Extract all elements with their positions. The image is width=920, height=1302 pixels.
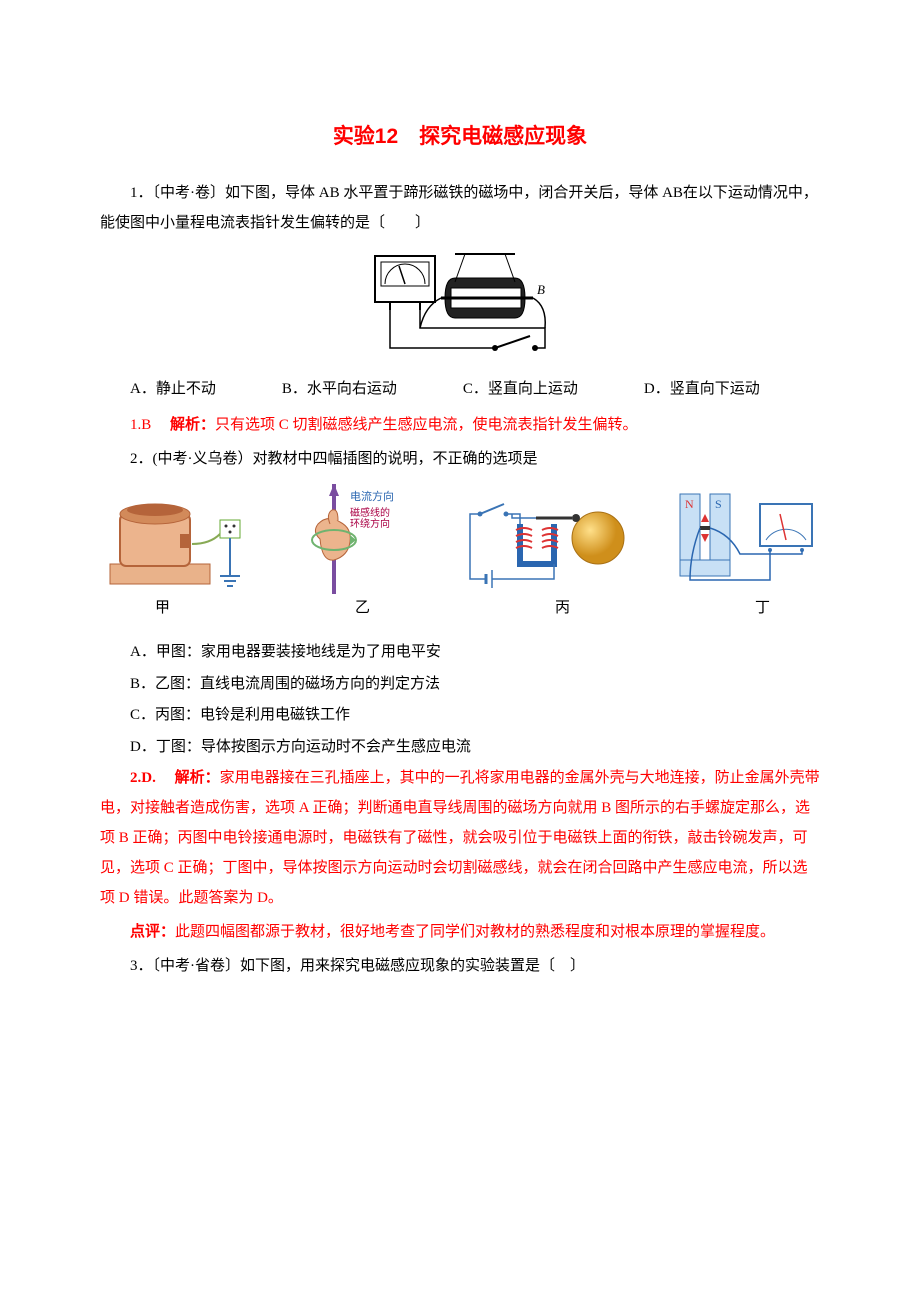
q2-captions: 甲 乙 丙 丁 xyxy=(100,596,820,617)
q2-comment-text: 此题四幅图都源于教材，很好地考查了同学们对教材的熟悉程度和对根本原理的掌握程度。 xyxy=(175,924,775,940)
q2-explain: 家用电器接在三孔插座上，其中的一孔将家用电器的金属外壳与大地连接，防止金属外壳带… xyxy=(100,770,820,906)
electric-bell-icon xyxy=(460,484,630,594)
label-n: N xyxy=(685,497,694,511)
q2-fig-d: N S xyxy=(670,484,820,594)
q1-opt-b: B．水平向右运动 xyxy=(252,374,397,404)
q2-opt-a: A．甲图：家用电器要装接地线是为了用电平安 xyxy=(100,637,820,669)
q3-stem: 3．〔中考·省卷〕如下图，用来探究电磁感应现象的实验装置是〔 〕 xyxy=(100,951,820,981)
q2-answer: 2.D. 解析：家用电器接在三孔插座上，其中的一孔将家用电器的金属外壳与大地连接… xyxy=(100,763,820,913)
q1-answer-num: 1.B xyxy=(130,417,166,433)
q1-explain-label: 解析： xyxy=(170,417,215,433)
q1-answer: 1.B 解析：只有选项 C 切割磁感线产生感应电流，使电流表指针发生偏转。 xyxy=(100,410,820,440)
q2-comment: 点评：此题四幅图都源于教材，很好地考查了同学们对教材的熟悉程度和对根本原理的掌握… xyxy=(100,917,820,947)
q2-explain-label: 解析： xyxy=(175,770,220,786)
q2-opt-c: C．丙图：电铃是利用电磁铁工作 xyxy=(100,700,820,732)
label-b: B xyxy=(537,282,545,297)
label-current-dir: 电流方向 xyxy=(350,489,394,503)
cap-d: 丁 xyxy=(755,596,770,617)
q2-comment-label: 点评： xyxy=(130,924,175,940)
cap-a: 甲 xyxy=(155,596,170,617)
cap-b: 乙 xyxy=(355,596,370,617)
cap-c: 丙 xyxy=(555,596,570,617)
q1-svg: B xyxy=(355,248,565,368)
q2-figures: 电流方向 磁感线的环绕方向 xyxy=(100,484,820,594)
label-s: S xyxy=(715,497,722,511)
page: 实验12 探究电磁感应现象 1．〔中考·卷〕如下图，导体 AB 水平置于蹄形磁铁… xyxy=(0,0,920,1302)
appliance-ground-icon xyxy=(100,484,250,594)
page-title: 实验12 探究电磁感应现象 xyxy=(100,120,820,150)
q2-opt-d: D．丁图：导体按图示方向运动时不会产生感应电流 xyxy=(100,732,820,764)
q2-stem: 2．(中考·义乌卷）对教材中四幅插图的说明，不正确的选项是 xyxy=(100,444,820,474)
label-mag-line: 磁感线的环绕方向 xyxy=(350,506,390,530)
q2-answer-num: 2.D. xyxy=(130,770,171,786)
q2-fig-c xyxy=(460,484,630,594)
q2-fig-b: 电流方向 磁感线的环绕方向 xyxy=(290,484,420,594)
q1-opt-a: A．静止不动 xyxy=(100,374,216,404)
q2-options: A．甲图：家用电器要装接地线是为了用电平安 B．乙图：直线电流周围的磁场方向的判… xyxy=(100,637,820,763)
q1-opt-c: C．竖直向上运动 xyxy=(433,374,578,404)
q1-figure: B xyxy=(100,248,820,368)
q1-opt-d: D．竖直向下运动 xyxy=(614,374,760,404)
q2-opt-b: B．乙图：直线电流周围的磁场方向的判定方法 xyxy=(100,669,820,701)
q1-stem: 1．〔中考·卷〕如下图，导体 AB 水平置于蹄形磁铁的磁场中，闭合开关后，导体 … xyxy=(100,178,820,238)
q1-options: A．静止不动 B．水平向右运动 C．竖直向上运动 D．竖直向下运动 xyxy=(100,374,820,404)
q2-fig-a xyxy=(100,484,250,594)
q1-explain: 只有选项 C 切割磁感线产生感应电流，使电流表指针发生偏转。 xyxy=(215,417,638,433)
right-hand-rule-icon: 电流方向 磁感线的环绕方向 xyxy=(290,484,420,594)
induction-icon: N S xyxy=(670,484,820,594)
